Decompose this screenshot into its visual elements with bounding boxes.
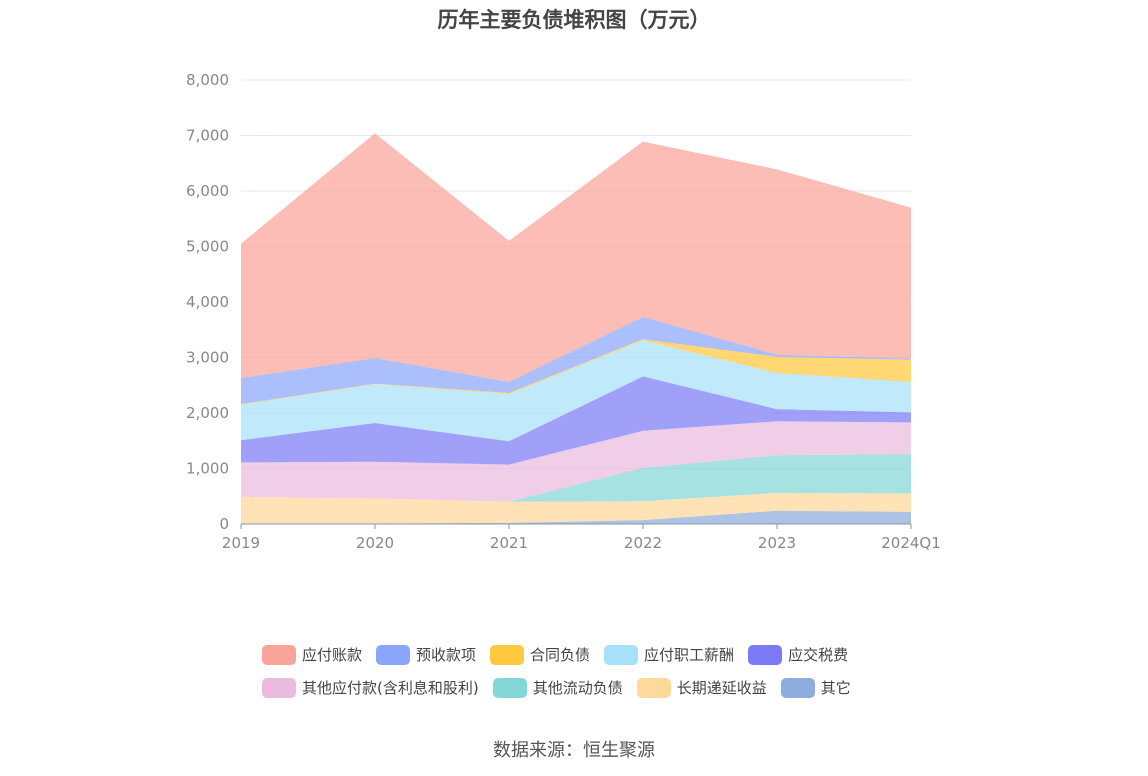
legend-swatch (262, 644, 296, 665)
legend-item-employee-pay[interactable]: 应付职工薪酬 (604, 644, 734, 665)
y-tick-label: 5,000 (186, 238, 229, 256)
legend-row-1: 应付账款 预收款项 合同负债 应付职工薪酬 应交税费 (262, 638, 962, 671)
x-tick-label: 2021 (490, 534, 528, 552)
y-tick-label: 4,000 (186, 293, 229, 311)
y-tick-label: 8,000 (186, 71, 229, 89)
y-tick-label: 2,000 (186, 404, 229, 422)
x-tick-label: 2022 (624, 534, 662, 552)
legend-swatch (780, 677, 815, 698)
y-tick-label: 1,000 (186, 460, 229, 478)
legend-label: 其它 (820, 679, 851, 697)
area-series-7 (241, 317, 911, 405)
legend-label: 合同负债 (530, 646, 591, 664)
legend-swatch (636, 677, 671, 698)
area-series-8 (241, 133, 911, 382)
legend-item-others[interactable]: 其它 (780, 677, 851, 698)
y-tick-label: 7,000 (186, 127, 229, 145)
stacked-area-chart: 0 1,000 2,000 3,000 4,000 5,000 6,000 7,000 8,00… (186, 71, 941, 552)
legend-swatch (604, 644, 639, 665)
legend-item-taxes-payable[interactable]: 应交税费 (748, 644, 848, 665)
legend-item-other-current-liabilities[interactable]: 其他流动负债 (492, 677, 623, 698)
area-series-0 (241, 510, 911, 524)
chart-title: 历年主要负债堆积图（万元） (437, 8, 711, 32)
legend-item-other-payables[interactable]: 其他应付款(含利息和股利) (262, 677, 479, 698)
area-series-6 (241, 339, 911, 405)
legend-swatch (748, 644, 783, 665)
x-tick-label: 2019 (222, 534, 260, 552)
x-tick-label: 2020 (356, 534, 394, 552)
area-series-1 (241, 492, 911, 524)
area-series-3 (241, 421, 911, 502)
legend-label: 其他应付款(含利息和股利) (302, 679, 479, 697)
legend-swatch (262, 677, 296, 698)
legend-label: 应付职工薪酬 (644, 646, 735, 664)
x-tick-label: 2023 (758, 534, 796, 552)
y-tick-label: 0 (219, 515, 229, 533)
area-series-4 (241, 376, 911, 465)
legend-item-contract-liabilities[interactable]: 合同负债 (490, 644, 590, 665)
area-series-2 (241, 454, 911, 502)
legend-swatch (492, 677, 527, 698)
y-tick-label: 3,000 (186, 349, 229, 367)
legend-swatch (376, 644, 411, 665)
data-source: 数据来源：恒生聚源 (493, 740, 655, 761)
legend-item-accounts-payable[interactable]: 应付账款 (262, 644, 362, 665)
legend-label: 应付账款 (302, 646, 363, 664)
legend-label: 应交税费 (788, 646, 849, 664)
legend-item-advance-receipts[interactable]: 预收款项 (376, 644, 476, 665)
legend-swatch (490, 644, 525, 665)
legend-row-2: 其他应付款(含利息和股利) 其他流动负债 长期递延收益 其它 (262, 671, 962, 704)
legend-label: 长期递延收益 (676, 679, 767, 697)
y-tick-label: 6,000 (186, 182, 229, 200)
legend-label: 预收款项 (416, 646, 477, 664)
x-tick-label: 2024Q1 (881, 534, 941, 552)
legend: 应付账款 预收款项 合同负债 应付职工薪酬 应交税费 其他应付款(含利息和股利)… (262, 638, 962, 704)
area-series-5 (241, 340, 911, 442)
legend-label: 其他流动负债 (532, 679, 623, 697)
legend-item-deferred-income[interactable]: 长期递延收益 (636, 677, 767, 698)
